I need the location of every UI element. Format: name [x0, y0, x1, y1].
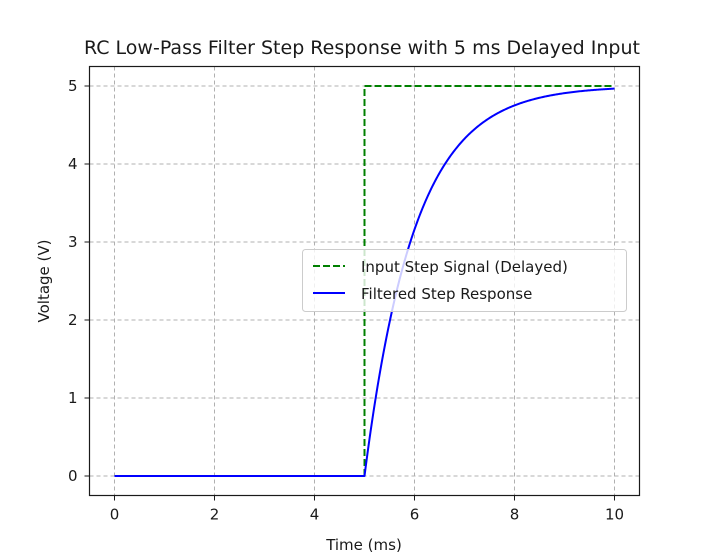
- legend-label-input: Input Step Signal (Delayed): [361, 258, 568, 276]
- x-axis-ticks: 0 2 4 6 8 10: [110, 495, 624, 524]
- x-tick-label: 8: [510, 506, 520, 524]
- x-tick-label: 2: [210, 506, 220, 524]
- filtered-response-line: [114, 87, 615, 477]
- y-axis-ticks: 0 1 2 3 4 5: [68, 77, 90, 485]
- y-tick-label: 0: [68, 467, 78, 485]
- legend-label-filtered: Filtered Step Response: [361, 285, 532, 303]
- x-tick-label: 0: [110, 506, 120, 524]
- y-tick-label: 3: [68, 233, 78, 251]
- x-axis-label: Time (ms): [325, 536, 402, 554]
- y-tick-label: 5: [68, 77, 78, 95]
- y-tick-label: 2: [68, 311, 78, 329]
- plot-frame: [88, 65, 641, 497]
- x-tick-label: 10: [605, 506, 624, 524]
- y-tick-label: 1: [68, 389, 78, 407]
- chart-title: RC Low-Pass Filter Step Response with 5 …: [84, 37, 640, 59]
- legend-box: [302, 249, 627, 312]
- legend: Input Step Signal (Delayed) Filtered Ste…: [302, 249, 627, 312]
- y-tick-label: 4: [68, 155, 78, 173]
- y-axis-label: Voltage (V): [35, 240, 53, 323]
- x-tick-label: 4: [310, 506, 320, 524]
- x-tick-label: 6: [410, 506, 420, 524]
